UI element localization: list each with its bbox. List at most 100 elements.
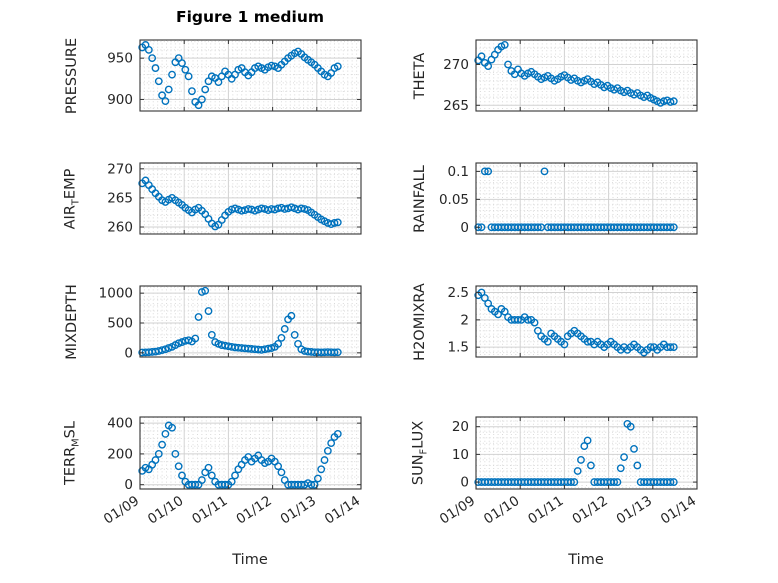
ylabel-subscript: T [70,198,82,205]
ylabel-text: TERR [62,446,79,485]
xlabel-time-left: Time [232,552,268,568]
ylabel-text: MIXDEPTH [64,283,80,360]
data-points [138,421,342,489]
ylabel-text: AIR [62,204,79,229]
svg-text:1000: 1000 [99,286,133,302]
svg-text:01/14: 01/14 [658,493,699,528]
x-tick-labels: 01/09 01/10 01/11 01/12 01/13 01/14 [101,493,363,528]
axis-ticks [475,286,698,357]
xlabel-time-right: Time [568,552,604,568]
svg-text:0.1: 0.1 [448,164,469,180]
axis-ticks [139,40,362,111]
svg-text:01/10: 01/10 [481,493,522,528]
axes-box [139,39,362,112]
axes-box [139,162,362,235]
svg-text:265: 265 [107,190,133,206]
svg-text:260: 260 [107,220,133,236]
plot-air-temp: 260 265 270 [107,161,362,236]
svg-text:01/12: 01/12 [569,493,610,528]
ylabel-mixdepth: MIXDEPTH [64,284,80,360]
svg-text:01/13: 01/13 [278,493,319,528]
svg-text:1.5: 1.5 [448,340,469,356]
plot-sun-flux: 0 10 20 01/09 01/10 01/11 01/12 01/13 01/14 [437,416,699,528]
svg-text:500: 500 [107,315,133,331]
ylabel-pressure: PRESSURE [64,37,80,113]
svg-text:01/09: 01/09 [437,493,478,528]
svg-text:200: 200 [107,446,133,462]
ylabel-theta: THETA [412,52,428,99]
data-points [138,286,342,357]
subplot-terr-msl: 0 200 400 01/09 01/10 01/11 01/12 01/13 01/14 [82,409,371,555]
ylabel-h2omixra: H2OMIXRA [412,283,428,361]
subplot-sun-flux: 0 10 20 01/09 01/10 01/11 01/12 01/13 01/14 [418,409,707,555]
subplot-h2omixra: 1.5 2 2.5 [418,278,707,373]
svg-text:0.05: 0.05 [439,192,469,208]
data-points [138,176,342,231]
ylabel-air-temp: AIRTEMP [63,168,82,229]
svg-text:265: 265 [443,98,469,114]
svg-text:01/13: 01/13 [614,493,655,528]
axes-box [475,162,698,235]
svg-text:2: 2 [460,312,469,328]
grid [476,286,697,357]
svg-text:270: 270 [107,161,133,177]
y-tick-labels: 1.5 2 2.5 [448,285,469,356]
svg-text:01/12: 01/12 [233,493,274,528]
axes-box [475,39,698,112]
svg-text:270: 270 [443,57,469,73]
subplot-mixdepth: 0 500 1000 [82,278,371,373]
axes-box [139,416,362,490]
ylabel-rainfall: RAINFALL [412,165,428,233]
x-tick-labels: 01/09 01/10 01/11 01/12 01/13 01/14 [437,493,699,528]
y-tick-labels: 260 265 270 [107,161,133,235]
data-points [474,167,678,232]
axis-ticks [475,163,698,234]
svg-text:20: 20 [452,419,469,435]
y-tick-labels: 0 0.05 0.1 [439,164,469,236]
data-points [474,288,678,357]
y-tick-labels: 265 270 [443,57,469,114]
subplot-theta: 265 270 [418,32,707,127]
ylabel-subscript: M [70,438,82,447]
grid [140,417,361,489]
axis-ticks [139,417,362,489]
y-tick-labels: 0 500 1000 [99,286,133,362]
axes-box [475,285,698,358]
plot-rainfall: 0 0.05 0.1 [439,162,698,236]
ylabel-text: RAINFALL [412,164,428,233]
ylabel-subscript: F [418,448,430,455]
ylabel-text: THETA [412,52,428,99]
svg-text:0: 0 [460,475,469,491]
grid [140,286,361,357]
svg-text:01/11: 01/11 [525,493,566,528]
grid [476,163,697,234]
axes-box [475,416,698,490]
ylabel-text: PRESSURE [64,37,80,114]
svg-text:01/10: 01/10 [145,493,186,528]
svg-text:950: 950 [107,51,133,67]
subplot-rainfall: 0 0.05 0.1 [418,155,707,250]
plot-theta: 265 270 [443,39,698,114]
ylabel-text: SL [62,421,79,439]
svg-text:01/14: 01/14 [322,493,363,528]
ylabel-text: H2OMIXRA [412,282,428,361]
ylabel-text: LUX [410,420,427,449]
subplot-air-temp: 260 265 270 [82,155,371,250]
y-tick-labels: 0 10 20 [452,419,469,490]
grid [140,40,361,111]
y-tick-labels: 900 950 [107,51,133,108]
data-points [474,420,678,486]
plot-terr-msl: 0 200 400 01/09 01/10 01/11 01/12 01/13 01/14 [101,416,363,528]
axis-ticks [475,417,698,489]
ylabel-terr-msl: TERRMSL [63,421,82,485]
grid [476,417,697,489]
svg-text:900: 900 [107,92,133,108]
plot-mixdepth: 0 500 1000 [99,285,362,362]
figure-title: Figure 1 medium [175,8,325,26]
ylabel-sun-flux: SUNFLUX [411,421,430,485]
axis-ticks [139,163,362,234]
svg-text:01/09: 01/09 [101,493,142,528]
plot-pressure: 900 950 [107,39,362,112]
plot-h2omixra: 1.5 2 2.5 [448,285,698,358]
